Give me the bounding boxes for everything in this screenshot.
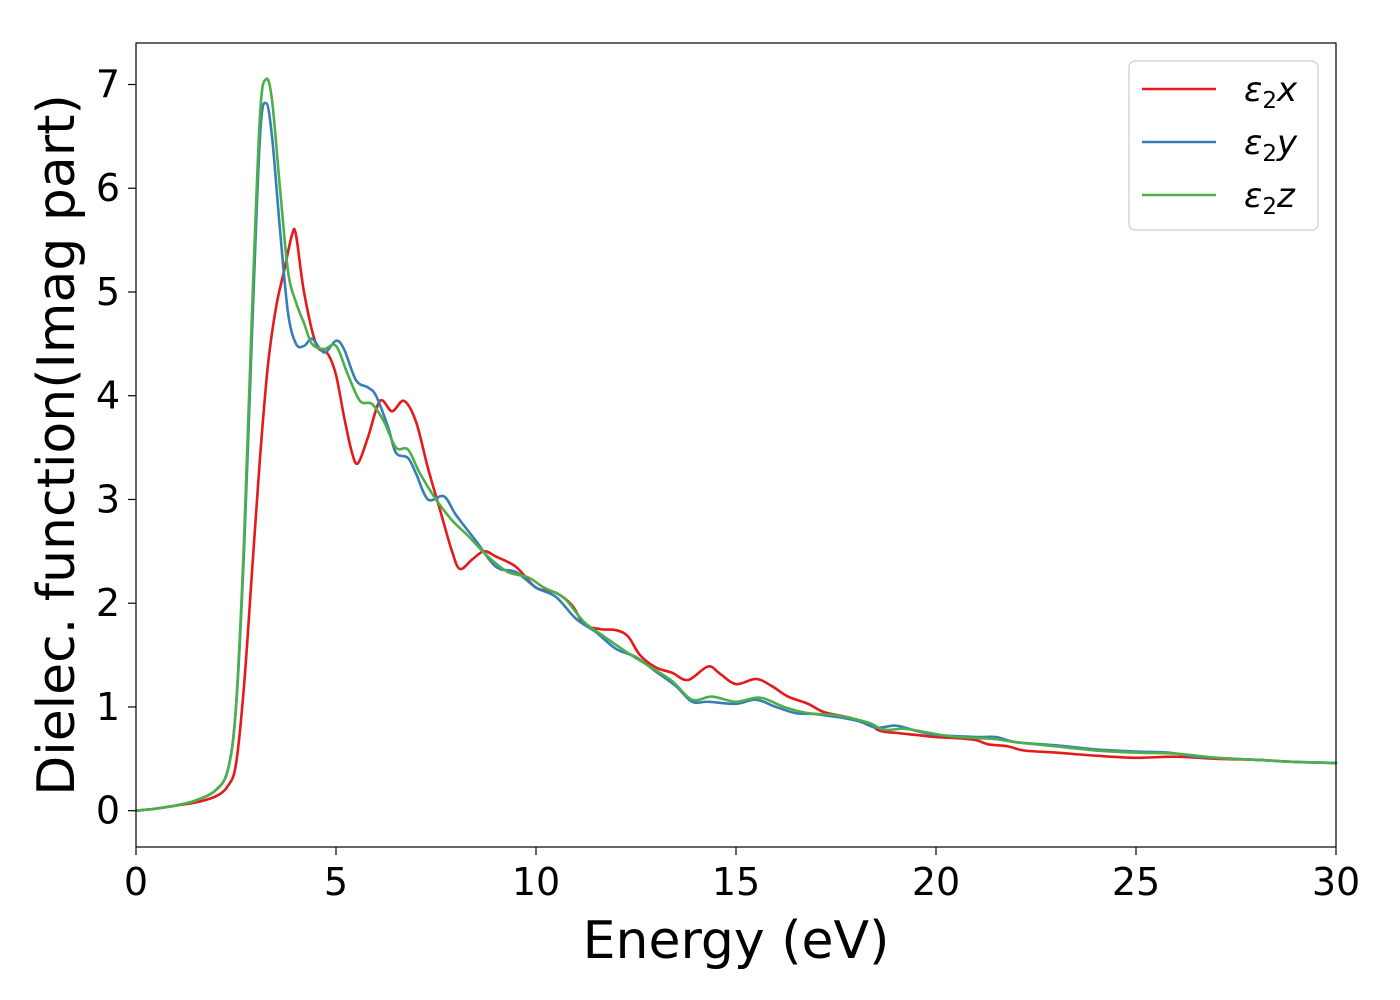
x-tick-label-5: 5	[324, 860, 348, 904]
legend-label-eps2x: ε2x	[1244, 70, 1298, 114]
x-tick-label-10: 10	[512, 860, 560, 904]
x-axis-label: Energy (eV)	[583, 911, 890, 971]
x-tick-label-0: 0	[124, 860, 148, 904]
x-tick-label-25: 25	[1112, 860, 1160, 904]
y-tick-label-3: 3	[96, 477, 120, 521]
x-tick-label-30: 30	[1312, 860, 1360, 904]
y-tick-label-0: 0	[96, 789, 120, 833]
legend: ε2x ε2y ε2z	[1128, 60, 1319, 231]
series-line-eps2x	[134, 227, 1338, 812]
legend-label-eps2y: ε2y	[1244, 123, 1298, 167]
x-axis: 0 5 10 15 20 25 30	[124, 847, 1360, 904]
y-axis: 0 1 2 3 4 5 6 7	[96, 62, 136, 833]
y-tick-label-5: 5	[96, 270, 120, 314]
series-line-eps2z	[134, 77, 1338, 812]
y-tick-label-4: 4	[96, 374, 120, 418]
y-tick-label-1: 1	[96, 685, 120, 729]
legend-label-eps2z: ε2z	[1244, 176, 1296, 220]
y-axis-label: Dielec. function(Imag part)	[27, 94, 87, 796]
y-tick-label-7: 7	[96, 62, 120, 106]
y-tick-label-6: 6	[96, 166, 120, 210]
x-tick-label-20: 20	[912, 860, 960, 904]
series-layer	[134, 77, 1338, 812]
x-tick-label-15: 15	[712, 860, 760, 904]
legend-box	[1128, 60, 1319, 231]
y-tick-label-2: 2	[96, 581, 120, 625]
